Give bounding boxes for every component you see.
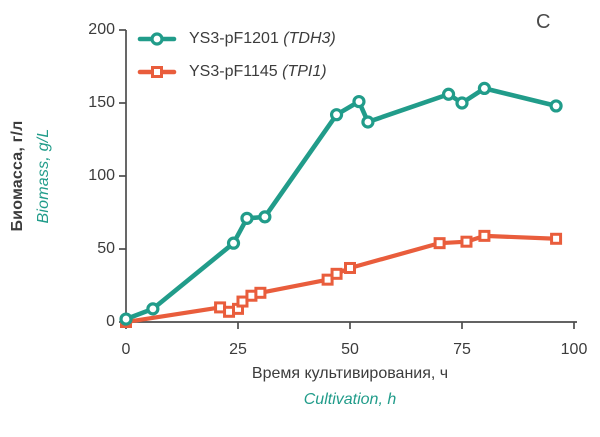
- legend-label: YS3-pF1201 (TDH3): [189, 30, 336, 48]
- legend-label: YS3-pF1145 (TPI1): [189, 63, 327, 81]
- legend-marker-circle-icon: [137, 32, 177, 46]
- data-point-circle: [226, 236, 241, 250]
- data-point-circle: [240, 211, 254, 225]
- data-point-circle: [455, 96, 469, 110]
- gene-name: (TDH3): [283, 30, 336, 47]
- y-tick-label: 100: [88, 167, 115, 184]
- x-tick-label: 0: [121, 341, 131, 358]
- panel-label: C: [536, 11, 551, 33]
- x-axis-label-ru: Время культивирования, ч: [251, 365, 449, 382]
- legend-marker-square-icon: [137, 66, 177, 78]
- gene-name: (TPI1): [282, 63, 327, 80]
- data-point-square: [550, 232, 563, 245]
- x-tick-label: 100: [560, 341, 588, 358]
- legend-item-ys3-pf1201: YS3-pF1201 (TDH3): [137, 25, 336, 53]
- y-axis-label-ru: Биомасса, г/л: [9, 120, 26, 232]
- data-point-circle: [258, 210, 272, 224]
- y-tick-label: 50: [97, 240, 115, 257]
- data-point-square: [254, 286, 267, 299]
- data-point-square: [478, 229, 491, 242]
- y-axis-label-en: Biomass, g/L: [35, 128, 52, 224]
- y-tick-label: 200: [88, 21, 115, 38]
- data-point-circle: [477, 81, 491, 96]
- y-tick-label: 150: [88, 94, 115, 111]
- data-point-square: [330, 267, 343, 280]
- strain-name: YS3-pF1201: [189, 30, 279, 47]
- series-line-ys3-pf1201: [123, 86, 559, 322]
- data-point-circle: [549, 99, 563, 113]
- data-point-circle: [146, 302, 160, 316]
- legend: YS3-pF1201 (TDH3) YS3-pF1145 (TPI1): [137, 25, 336, 86]
- data-point-square: [460, 235, 473, 248]
- data-point-square: [344, 261, 356, 274]
- legend-item-ys3-pf1145: YS3-pF1145 (TPI1): [137, 58, 336, 86]
- data-point-square: [433, 237, 446, 250]
- strain-name: YS3-pF1145: [189, 63, 278, 80]
- x-tick-label: 25: [229, 341, 247, 358]
- data-point-circle: [441, 87, 456, 101]
- data-point-circle: [119, 312, 133, 326]
- data-point-circle: [329, 108, 344, 122]
- y-tick-label: 0: [106, 313, 115, 330]
- x-axis-label-en: Cultivation, h: [303, 391, 397, 408]
- x-tick-label: 75: [453, 341, 471, 358]
- data-point-circle: [361, 115, 375, 129]
- data-point-circle: [352, 94, 366, 109]
- x-tick-label: 50: [341, 341, 359, 358]
